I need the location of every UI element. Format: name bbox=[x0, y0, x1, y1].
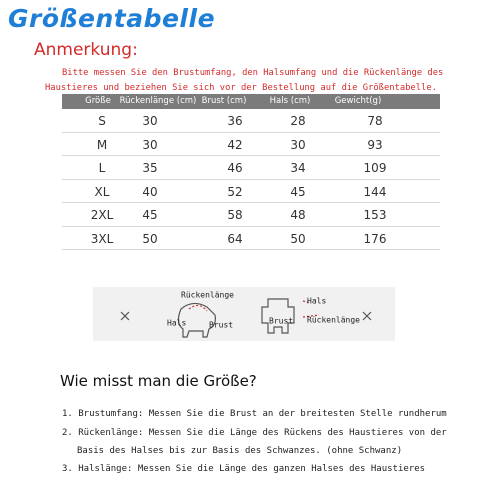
diagram-bg bbox=[93, 287, 395, 341]
column-header: Hals (cm) bbox=[269, 96, 311, 106]
table-row: L 35 46 34 109 bbox=[62, 156, 440, 180]
table-cell: 35 bbox=[142, 161, 158, 175]
table-cell: 176 bbox=[363, 231, 387, 246]
table-cell: XL bbox=[94, 184, 110, 199]
table-cell: 36 bbox=[227, 114, 243, 128]
table-cell: 2XL bbox=[90, 208, 114, 222]
title: Größentabelle bbox=[8, 4, 216, 33]
table-cell: 50 bbox=[290, 231, 306, 246]
guide-line: 1. Brustumfang: Messen Sie die Brust an … bbox=[62, 409, 447, 419]
table-row: XL 40 52 45 144 bbox=[62, 180, 440, 203]
table-cell: 64 bbox=[227, 231, 243, 246]
guide-title: Wie misst man die Größe? bbox=[60, 372, 257, 390]
diagram-label: Hals bbox=[307, 297, 326, 306]
table-header: Größe Rückenlänge (cm) Brust (cm) Hals (cm)… bbox=[62, 94, 440, 109]
measure-diagram: Rückenlänge Hals Brust Hals Brust Rückenlänge bbox=[93, 287, 395, 341]
guide-line: 2. Rückenlänge: Messen Sie die Länge des… bbox=[62, 428, 447, 438]
table-cell: 58 bbox=[227, 208, 243, 222]
table-cell: 42 bbox=[227, 137, 243, 152]
size-table: Größe Rückenlänge (cm) Brust (cm) Hals (cm)… bbox=[62, 94, 440, 250]
column-header: Größe bbox=[85, 96, 111, 106]
table-cell: 30 bbox=[142, 114, 158, 128]
column-header: Gewicht(g) bbox=[334, 96, 382, 106]
table-cell: 45 bbox=[290, 184, 306, 199]
table-cell: 153 bbox=[363, 208, 387, 222]
table-cell: 30 bbox=[142, 137, 158, 152]
diagram-label: Rückenlänge bbox=[307, 316, 360, 325]
table-cell: 93 bbox=[367, 137, 383, 152]
diagram-label: Hals bbox=[167, 319, 186, 328]
table-row: 2XL 45 58 48 153 bbox=[62, 203, 440, 227]
table-cell: L bbox=[98, 161, 106, 175]
table-cell: 34 bbox=[290, 161, 306, 175]
table-cell: M bbox=[96, 137, 108, 152]
note-text: Haustieres und beziehen Sie sich vor der… bbox=[45, 83, 437, 93]
dog-icons bbox=[120, 298, 372, 338]
guide-line: 3. Halslänge: Messen Sie die Länge des g… bbox=[62, 464, 426, 474]
column-header: Rückenlänge (cm) bbox=[119, 96, 197, 106]
table-cell: 40 bbox=[142, 184, 158, 199]
table-cell: 46 bbox=[227, 161, 243, 175]
table-cell: 78 bbox=[367, 114, 383, 128]
table-cell: 30 bbox=[290, 137, 306, 152]
note-text: Bitte messen Sie den Brustumfang, den Ha… bbox=[62, 68, 444, 78]
table-cell: 144 bbox=[363, 184, 387, 199]
table-row: 3XL 50 64 50 176 bbox=[62, 227, 440, 250]
note-label: Anmerkung: bbox=[34, 40, 138, 60]
diagram-label: Rückenlänge bbox=[181, 291, 234, 300]
table-row: S 30 36 28 78 bbox=[62, 109, 440, 133]
column-header: Brust (cm) bbox=[201, 96, 247, 106]
guide-line: Basis des Halses bis zur Basis des Schwa… bbox=[77, 446, 403, 456]
table-cell: 3XL bbox=[90, 231, 114, 246]
table-cell: 28 bbox=[290, 114, 306, 128]
table-cell: 48 bbox=[290, 208, 306, 222]
table-cell: 50 bbox=[142, 231, 158, 246]
table-cell: S bbox=[98, 114, 106, 128]
table-cell: 52 bbox=[227, 184, 243, 199]
table-cell: 45 bbox=[142, 208, 158, 222]
table-cell: 109 bbox=[363, 161, 387, 175]
table-row: M 30 42 30 93 bbox=[62, 133, 440, 156]
diagram-label: Brust bbox=[269, 317, 293, 326]
diagram-label: Brust bbox=[209, 321, 233, 330]
